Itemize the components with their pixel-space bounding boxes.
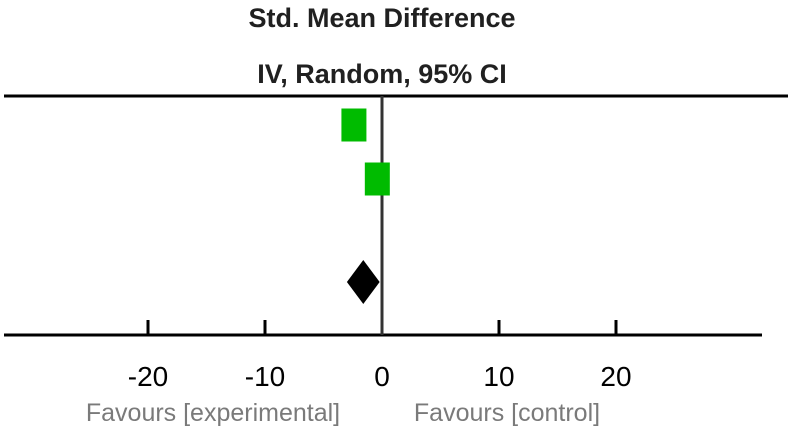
study-effect-marker (341, 108, 367, 142)
plot-marks (341, 96, 390, 335)
x-tick-label: 0 (374, 361, 390, 392)
chart-subtitle: IV, Random, 95% CI (257, 59, 507, 89)
study-effect-marker (364, 162, 390, 196)
x-tick-label: -20 (128, 361, 168, 392)
favours-control-label: Favours [control] (414, 399, 600, 427)
x-tick-label: 10 (483, 361, 514, 392)
pooled-effect-diamond (346, 260, 380, 304)
x-axis: -20 -10 0 10 20 (4, 320, 762, 392)
x-tick-label: 20 (600, 361, 631, 392)
chart-title: Std. Mean Difference (248, 3, 515, 33)
x-tick-label: -10 (245, 361, 285, 392)
favours-experimental-label: Favours [experimental] (86, 399, 340, 427)
